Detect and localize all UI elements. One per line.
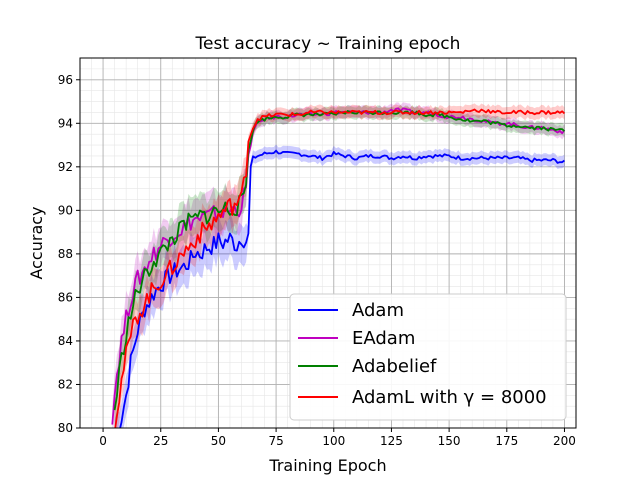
x-tick-label: 150 xyxy=(438,434,461,448)
y-tick-label: 96 xyxy=(58,73,73,87)
axis-ticks: 0 25 50 75 100 125 150 175 200 80 82 84 86 88 90 92 94 96 xyxy=(58,73,576,448)
series-line xyxy=(119,149,565,428)
x-tick-label: 0 xyxy=(99,434,107,448)
y-tick-label: 88 xyxy=(58,247,73,261)
legend: Adam EAdam Adabelief AdamL with γ = 8000 xyxy=(289,293,567,421)
legend-box xyxy=(289,293,567,421)
y-axis-title: Accuracy xyxy=(27,206,46,279)
x-axis-title: Training Epoch xyxy=(268,456,386,475)
legend-label-eadam: EAdam xyxy=(352,328,415,349)
legend-label-adabelief: Adabelief xyxy=(352,356,437,377)
x-tick-label: 50 xyxy=(211,434,226,448)
y-tick-label: 92 xyxy=(58,160,73,174)
x-tick-label: 175 xyxy=(495,434,518,448)
chart-title: Test accuracy ~ Training epoch xyxy=(195,34,461,54)
legend-label-adam: Adam xyxy=(352,300,404,321)
y-tick-label: 94 xyxy=(58,116,73,130)
confidence-bands xyxy=(112,102,565,428)
y-tick-label: 80 xyxy=(58,421,73,435)
series-lines xyxy=(111,107,566,428)
y-tick-label: 84 xyxy=(58,334,73,348)
y-tick-label: 86 xyxy=(58,290,73,304)
y-tick-label: 82 xyxy=(58,377,73,391)
x-tick-label: 125 xyxy=(380,434,403,448)
x-tick-label: 200 xyxy=(553,434,576,448)
confidence-band xyxy=(114,103,565,428)
legend-label-adaml: AdamL with γ = 8000 xyxy=(352,387,547,408)
y-tick-label: 90 xyxy=(58,203,73,217)
x-tick-label: 100 xyxy=(322,434,345,448)
x-tick-label: 25 xyxy=(153,434,168,448)
x-tick-label: 75 xyxy=(268,434,283,448)
series-line xyxy=(114,108,566,428)
plot-area-border xyxy=(79,57,577,429)
